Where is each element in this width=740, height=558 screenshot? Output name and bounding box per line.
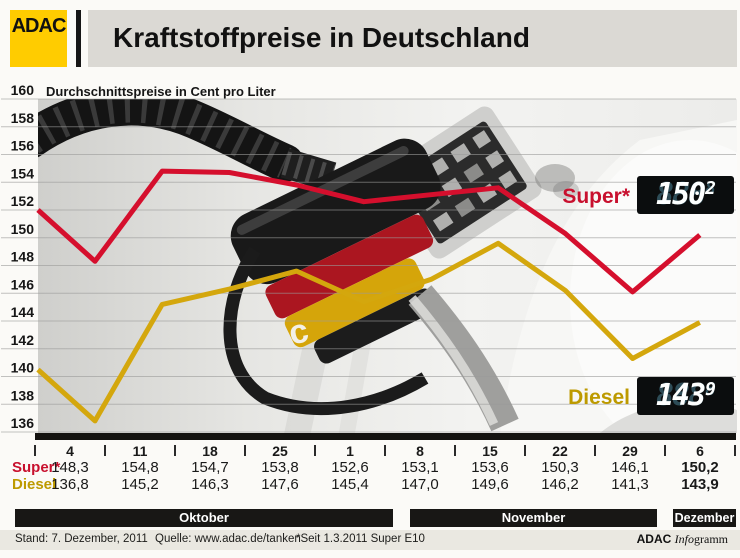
date-label: 4: [66, 443, 74, 459]
date-axis-tick: [174, 445, 176, 456]
y-axis-label: 150: [11, 221, 35, 237]
adac-logo: ADAC: [10, 10, 67, 67]
table-value: 143,9: [681, 476, 719, 493]
date-axis-tick: [594, 445, 596, 456]
table-value: 145,2: [121, 476, 159, 493]
table-value: 136,8: [51, 476, 89, 493]
table-value: 154,8: [121, 459, 159, 476]
date-axis-tick: [734, 445, 736, 456]
table-value: 141,3: [611, 476, 649, 493]
table-value: 150,3: [541, 459, 579, 476]
y-axis-label: 142: [11, 332, 35, 348]
date-label: 11: [132, 443, 148, 459]
footer-stand: Stand: 7. Dezember, 2011: [15, 533, 148, 545]
date-axis-tick: [384, 445, 386, 456]
pump-photo-illustration: c: [38, 99, 737, 433]
logo-divider: [76, 10, 81, 67]
date-axis-tick: [314, 445, 316, 456]
table-value: 145,4: [331, 476, 369, 493]
y-axis-label: 156: [11, 138, 35, 154]
price-line-chart: c 160 158 156 154 152 150 148 146 144 142 140 138 13…: [1, 82, 737, 440]
date-axis-tick: [104, 445, 106, 456]
table-value: 150,2: [681, 459, 719, 476]
footer-band: [0, 530, 740, 550]
date-axis-tick: [34, 445, 36, 456]
y-axis-label: 140: [11, 360, 35, 376]
date-label: 6: [696, 443, 704, 459]
y-axis-label: 158: [11, 110, 35, 126]
date-label: 29: [622, 443, 638, 459]
y-axis-label: 160: [11, 82, 35, 98]
table-value: 153,6: [471, 459, 509, 476]
super-display-dec: 2: [705, 178, 716, 199]
footer-source: Quelle: www.adac.de/tanken: [155, 533, 301, 545]
table-value: 153,1: [401, 459, 439, 476]
date-label: 25: [272, 443, 288, 459]
date-axis-tick: [244, 445, 246, 456]
y-axis-label: 154: [11, 165, 35, 181]
y-axis-label: 144: [11, 304, 35, 320]
date-axis-tick: [664, 445, 666, 456]
table-value: 147,6: [261, 476, 299, 493]
grid-layer: 160 158 156 154 152 150 148 146 144 142 140 138 136: [1, 82, 736, 433]
table-row-label-super: Super*: [12, 459, 61, 476]
date-label: 22: [552, 443, 568, 459]
table-value: 146,2: [541, 476, 579, 493]
date-label: 1: [346, 443, 354, 459]
table-value: 146,3: [191, 476, 229, 493]
table-value: 146,1: [611, 459, 649, 476]
super-display-int: 150: [655, 177, 706, 212]
month-bar-november: November: [410, 509, 657, 527]
super-line: [36, 168, 702, 295]
series-layer: [36, 168, 702, 424]
diesel-display-dec: 9: [705, 379, 716, 400]
date-label: 8: [416, 443, 424, 459]
diesel-line: [36, 240, 701, 424]
footer-footnote: *Seit 1.3.2011 Super E10: [296, 533, 425, 545]
diesel-display-int: 143: [655, 378, 706, 413]
month-bar-dezember: Dezember: [673, 509, 736, 527]
y-axis-label: 152: [11, 193, 35, 209]
footer-credit: ADAC Infogramm: [636, 532, 728, 546]
table-value: 147,0: [401, 476, 439, 493]
ghost-digits: 888: [655, 177, 706, 212]
diesel-series-label: Diesel: [568, 386, 630, 409]
y-axis-label: 148: [11, 249, 35, 265]
title-band: [88, 10, 737, 67]
date-label: 18: [202, 443, 218, 459]
table-row-label-diesel: Diesel: [12, 476, 57, 493]
page-title: Kraftstoffpreise in Deutschland: [113, 22, 530, 53]
y-axis-label: 138: [11, 387, 35, 403]
chart-subtitle: Durchschnittspreise in Cent pro Liter: [46, 84, 276, 99]
ghost-digit: 8: [705, 178, 716, 199]
table-value: 153,8: [261, 459, 299, 476]
month-bar-oktober: Oktober: [15, 509, 393, 527]
table-value: 154,7: [191, 459, 229, 476]
table-value: 152,6: [331, 459, 369, 476]
super-series-label: Super*: [562, 185, 630, 208]
date-axis-tick: [524, 445, 526, 456]
table-value: 149,6: [471, 476, 509, 493]
date-axis-tick: [454, 445, 456, 456]
ghost-digit: 8: [705, 379, 716, 400]
y-axis-label: 136: [11, 415, 35, 431]
y-axis-label: 146: [11, 276, 35, 292]
x-axis-baseline: [35, 433, 736, 440]
table-value: 148,3: [51, 459, 89, 476]
ghost-digits: 888: [655, 378, 706, 413]
date-label: 15: [482, 443, 498, 459]
